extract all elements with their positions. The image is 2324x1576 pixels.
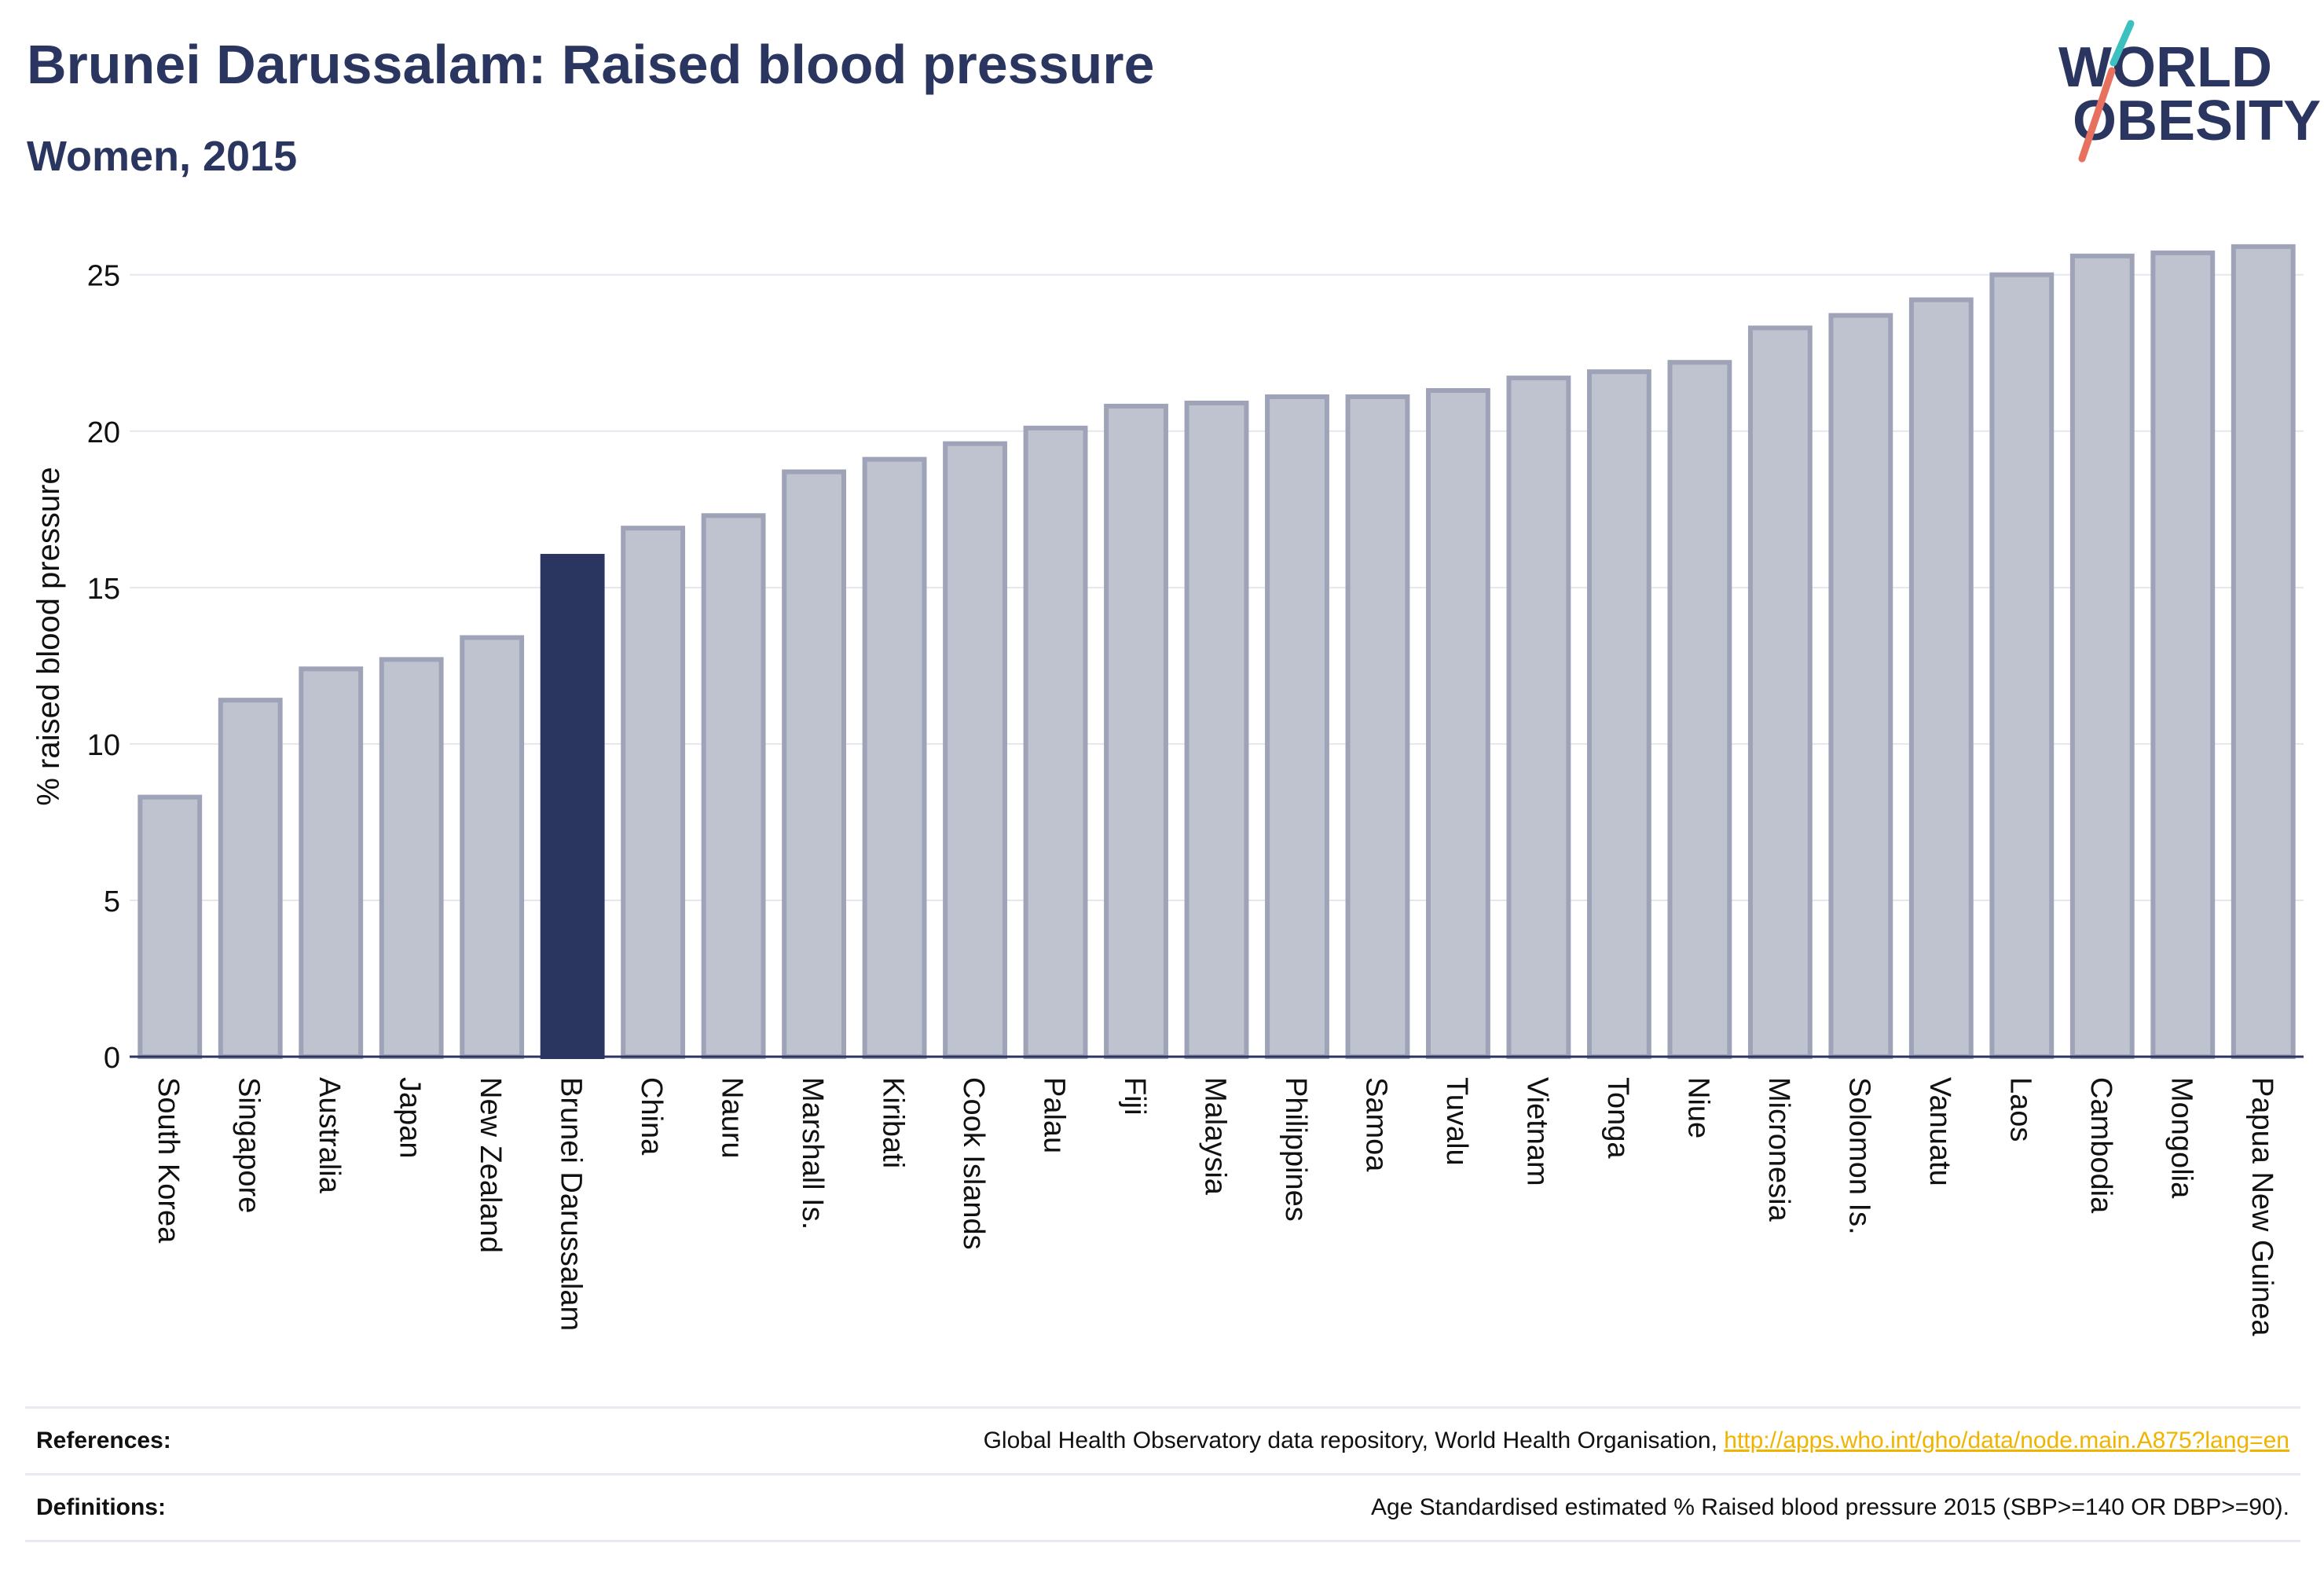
page-subtitle: Women, 2015: [27, 133, 298, 180]
bar-australia: [299, 666, 364, 1059]
bar-solomon-is: [1828, 313, 1893, 1060]
bar-china: [621, 526, 686, 1059]
bars: [137, 244, 2296, 1060]
x-tick-label: Niue: [1681, 1077, 1714, 1138]
x-tick-label: Marshall Is.: [796, 1077, 829, 1230]
references-link[interactable]: http://apps.who.int/gho/data/node.main.A…: [1724, 1428, 2289, 1453]
bar-cambodia: [2069, 253, 2135, 1059]
definitions-label: Definitions:: [36, 1494, 166, 1520]
references-label: References:: [36, 1428, 171, 1453]
logo-line2: OBESITY: [2073, 90, 2321, 152]
bar-micronesia: [1747, 325, 1813, 1059]
x-tick-label: Tonga: [1601, 1077, 1634, 1159]
logo-slash-bottom: [2078, 67, 2116, 163]
bar-niue: [1667, 360, 1732, 1060]
bar-fiji: [1104, 403, 1168, 1059]
x-tick-label: Vietnam: [1520, 1077, 1553, 1186]
bar-new-zealand: [460, 635, 525, 1059]
bar-laos: [1989, 272, 2055, 1059]
x-tick-label: China: [635, 1077, 668, 1156]
bar-vanuatu: [1908, 297, 1974, 1059]
references-row: References: Global Health Observatory da…: [25, 1406, 2300, 1473]
x-tick-label: Philippines: [1279, 1077, 1312, 1222]
x-axis: South Korea Singapore Australia Japan New Ze…: [130, 1055, 2304, 1336]
references-value: Global Health Observatory data repositor…: [984, 1428, 2300, 1454]
x-tick-label: Japan: [394, 1077, 427, 1159]
x-tick-label: New Zealand: [474, 1077, 507, 1253]
bar-philippines: [1265, 394, 1329, 1059]
x-tick-label: Laos: [2003, 1077, 2036, 1142]
bar-palau: [1023, 425, 1088, 1059]
bar-singapore: [218, 698, 283, 1059]
y-tick-label: 25: [87, 260, 120, 293]
x-tick-label: Papua New Guinea: [2245, 1077, 2278, 1336]
logo-line1: WORLD: [2058, 36, 2272, 99]
x-tick-label: Cook Islands: [957, 1077, 990, 1250]
y-tick-label: 5: [104, 885, 120, 918]
definitions-row: Definitions: Age Standardised estimated …: [25, 1473, 2300, 1542]
bar-chart: South Korea Singapore Australia Japan New Ze…: [31, 244, 2304, 1336]
x-tick-label: Solomon Is.: [1842, 1077, 1875, 1235]
bar-japan: [379, 657, 444, 1059]
world-obesity-logo: WORLD OBESITY: [2058, 20, 2321, 163]
x-tick-label: Brunei Darussalam: [555, 1077, 588, 1331]
x-tick-label: Cambodia: [2084, 1077, 2117, 1214]
x-tick-label: Palau: [1038, 1077, 1071, 1153]
x-tick-label: Samoa: [1359, 1077, 1392, 1172]
y-tick-label: 20: [87, 416, 120, 449]
y-axis-label: % raised blood pressure: [31, 467, 66, 805]
y-tick-label: 0: [104, 1042, 120, 1075]
bar-cook-islands: [943, 441, 1007, 1059]
x-tick-label: Tuvalu: [1440, 1077, 1473, 1166]
y-tick-label: 15: [87, 573, 120, 606]
footer: References: Global Health Observatory da…: [25, 1406, 2300, 1542]
x-tick-label: Singapore: [233, 1077, 266, 1213]
bar-marshall-is: [782, 469, 847, 1059]
logo-slash-top: [2110, 20, 2135, 67]
references-text: Global Health Observatory data repositor…: [983, 1428, 1725, 1453]
y-tick-label: 10: [87, 729, 120, 762]
bar-samoa: [1345, 394, 1410, 1059]
x-tick-label: Micronesia: [1762, 1077, 1795, 1222]
x-tick-label: Fiji: [1118, 1077, 1151, 1116]
bar-brunei-darussalam: [540, 554, 605, 1059]
bar-kiribati: [862, 456, 927, 1059]
bar-vietnam: [1506, 376, 1571, 1059]
bar-mongolia: [2150, 250, 2216, 1059]
bar-malaysia: [1184, 400, 1249, 1059]
definitions-text: Age Standardised estimated % Raised bloo…: [1370, 1494, 2289, 1520]
x-tick-label: Nauru: [716, 1077, 749, 1159]
x-tick-label: Mongolia: [2165, 1077, 2198, 1199]
bar-nauru: [701, 513, 766, 1059]
bar-tuvalu: [1426, 388, 1490, 1059]
y-axis: 0 5 10 15 20 25: [87, 260, 120, 1075]
bar-south-korea: [137, 794, 203, 1059]
x-tick-label: Kiribati: [877, 1077, 910, 1168]
x-tick-label: Vanuatu: [1923, 1077, 1956, 1186]
bar-tonga: [1586, 369, 1651, 1059]
page-title: Brunei Darussalam: Raised blood pressure: [27, 34, 1155, 95]
x-tick-label: South Korea: [152, 1077, 185, 1244]
x-tick-label: Malaysia: [1199, 1077, 1232, 1196]
bar-papua-new-guinea: [2231, 244, 2296, 1059]
x-tick-label: Australia: [313, 1077, 346, 1194]
